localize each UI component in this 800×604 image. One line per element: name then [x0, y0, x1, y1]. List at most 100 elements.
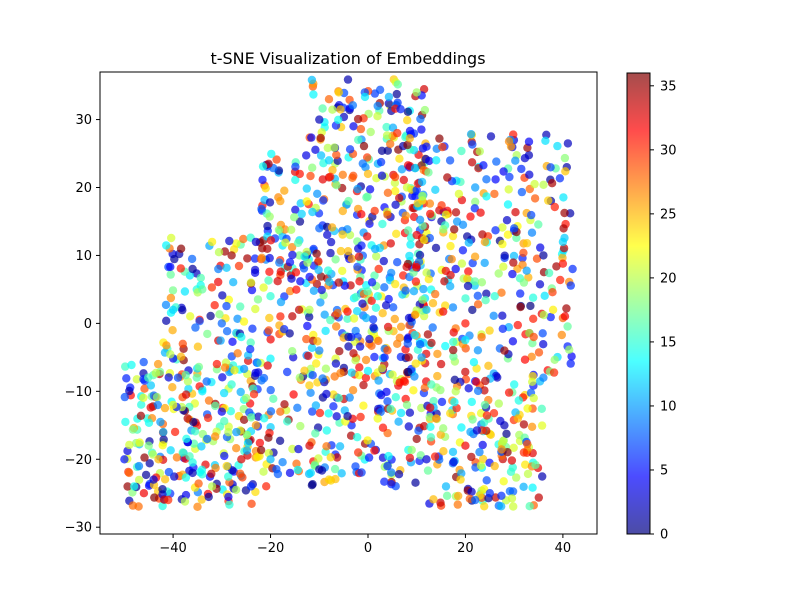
scatter-point [559, 244, 569, 253]
scatter-point [265, 313, 274, 323]
scatter-point [261, 184, 270, 193]
scatter-point [347, 368, 356, 377]
scatter-point [170, 254, 179, 264]
scatter-point [210, 301, 219, 310]
scatter-point [280, 186, 289, 195]
scatter-point [283, 367, 292, 377]
scatter-point [182, 434, 191, 443]
scatter-point [351, 356, 360, 365]
scatter-point [332, 181, 341, 190]
scatter-point [230, 366, 239, 375]
scatter-point [195, 317, 204, 326]
scatter-point [349, 122, 358, 131]
scatter-point [250, 265, 260, 275]
scatter-point [410, 330, 419, 340]
scatter-point [343, 75, 353, 84]
scatter-point [280, 325, 289, 334]
scatter-point [288, 312, 297, 321]
scatter-point [293, 465, 302, 475]
colorbar-tick-label: 10 [660, 399, 677, 414]
scatter-point [404, 226, 413, 235]
scatter-point [395, 154, 404, 163]
scatter-point [324, 156, 334, 165]
x-tick-label: −20 [257, 541, 284, 556]
scatter-point [264, 326, 273, 335]
scatter-point [338, 266, 347, 276]
scatter-point [470, 277, 480, 286]
scatter-point [497, 491, 506, 500]
scatter-point [280, 400, 289, 409]
scatter-point [287, 274, 296, 283]
scatter-point [194, 362, 204, 372]
scatter-point [290, 213, 299, 222]
scatter-point [424, 275, 433, 284]
scatter-point [511, 208, 520, 217]
scatter-point [504, 137, 514, 146]
scatter-point [121, 417, 130, 427]
scatter-point [276, 407, 285, 416]
scatter-point [425, 199, 435, 208]
scatter-point [331, 359, 341, 368]
scatter-point [541, 136, 550, 145]
scatter-point [403, 140, 412, 150]
scatter-point [447, 255, 456, 264]
scatter-point [183, 377, 193, 386]
scatter-point [391, 393, 400, 402]
scatter-point [565, 345, 574, 354]
scatter-point [422, 455, 431, 464]
scatter-point [530, 179, 539, 189]
scatter-point [445, 156, 455, 165]
scatter-point [347, 421, 356, 430]
scatter-point [461, 319, 470, 328]
scatter-point [325, 277, 334, 286]
scatter-point [560, 208, 569, 218]
scatter-point [167, 233, 176, 243]
scatter-point [556, 275, 565, 285]
scatter-point [440, 277, 449, 286]
scatter-point [417, 353, 426, 362]
scatter-point [125, 440, 134, 450]
scatter-point [539, 251, 548, 260]
scatter-point [383, 461, 392, 471]
scatter-point [411, 277, 421, 286]
scatter-point [431, 185, 440, 194]
scatter-point [140, 453, 149, 462]
scatter-point [293, 238, 303, 248]
scatter-point [420, 383, 429, 393]
scatter-point [527, 422, 537, 431]
scatter-point [146, 403, 155, 412]
scatter-point [276, 297, 286, 307]
scatter-point [224, 428, 233, 437]
scatter-point [334, 115, 343, 125]
colorbar-tick-label: 25 [660, 207, 677, 222]
scatter-point [378, 309, 387, 318]
scatter-point [204, 396, 214, 405]
scatter-point [308, 163, 317, 172]
scatter-point [255, 438, 265, 448]
scatter-point [149, 475, 158, 484]
scatter-point [302, 184, 311, 193]
scatter-point [367, 278, 377, 287]
scatter-point [458, 220, 468, 229]
scatter-point [323, 143, 332, 153]
scatter-point [330, 464, 340, 474]
scatter-point [517, 187, 527, 197]
scatter-point [222, 461, 231, 471]
scatter-point [266, 292, 275, 301]
scatter-point [193, 342, 203, 351]
scatter-point [291, 205, 300, 214]
scatter-point [377, 390, 386, 400]
scatter-point [276, 196, 285, 206]
scatter-point [311, 401, 321, 410]
scatter-point [527, 210, 536, 220]
scatter-point [365, 185, 375, 194]
scatter-point [373, 112, 382, 121]
scatter-point [446, 241, 455, 251]
scatter-point [354, 244, 363, 253]
scatter-point [318, 374, 327, 383]
scatter-point [471, 495, 480, 505]
scatter-point [370, 271, 379, 280]
scatter-point [550, 202, 559, 212]
scatter-point [306, 468, 315, 477]
scatter-point [214, 277, 223, 287]
